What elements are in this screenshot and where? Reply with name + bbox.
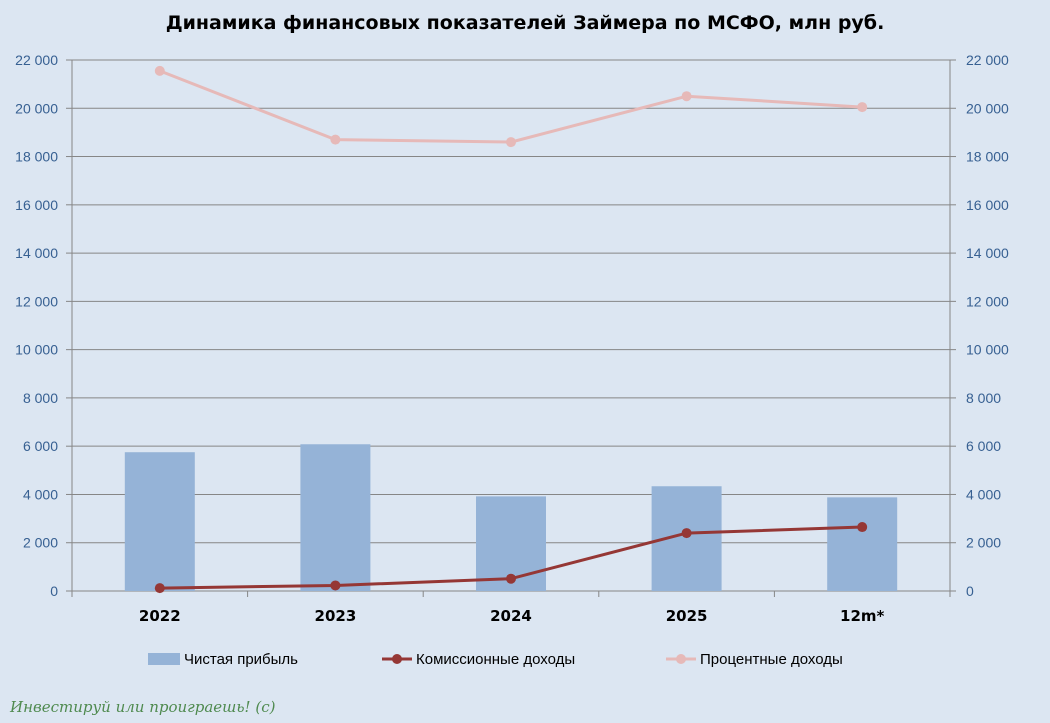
- line-point: [681, 528, 692, 539]
- legend-label: Процентные доходы: [700, 651, 843, 668]
- y-tick-label-right: 20 000: [966, 100, 1009, 116]
- chart-title: Динамика финансовых показателей Займера …: [166, 12, 885, 34]
- y-tick-label-left: 0: [50, 583, 58, 599]
- y-tick-label-left: 6 000: [23, 438, 58, 454]
- y-tick-label-right: 4 000: [966, 486, 1001, 502]
- y-tick-label-left: 22 000: [15, 52, 58, 68]
- y-tick-label-left: 16 000: [15, 197, 58, 213]
- line-point: [154, 65, 165, 76]
- line-point: [857, 522, 868, 533]
- y-tick-label-left: 8 000: [23, 390, 58, 406]
- x-tick-label: 2024: [490, 607, 532, 625]
- x-tick-label: 12m*: [840, 607, 885, 625]
- y-tick-label-right: 0: [966, 583, 974, 599]
- legend-label: Комиссионные доходы: [416, 651, 575, 668]
- y-axis-left: 0 2 000 4 000 6 000 8 000 10 000 12 000 14 000 1…: [15, 52, 58, 599]
- y-axis-right: 0 2 000 4 000 6 000 8 000 10 000 12 000 14 000 1…: [966, 52, 1009, 599]
- y-tick-label-right: 12 000: [966, 293, 1009, 309]
- series-line: [159, 69, 863, 144]
- legend-swatch-bar: [148, 653, 180, 665]
- y-tick-label-right: 18 000: [966, 149, 1009, 165]
- y-tick-label-left: 12 000: [15, 293, 58, 309]
- line-point: [506, 137, 516, 148]
- line-point: [330, 580, 341, 591]
- y-tick-label-right: 6 000: [966, 438, 1001, 454]
- legend-swatch-marker: [392, 654, 402, 664]
- y-tick-label-right: 22 000: [966, 52, 1009, 68]
- y-tick-label-right: 10 000: [966, 342, 1009, 358]
- legend: Чистая прибыль Комиссионные доходы Процент…: [148, 651, 843, 668]
- line-point: [154, 583, 165, 594]
- y-tick-label-right: 2 000: [966, 535, 1001, 551]
- y-tick-label-right: 16 000: [966, 197, 1009, 213]
- x-tick-label: 2022: [139, 607, 181, 625]
- bar-series: [124, 444, 898, 591]
- x-tick-label: 2023: [315, 607, 357, 625]
- y-tick-label-left: 2 000: [23, 535, 58, 551]
- x-axis: 2022 2023 2024 2025 12m*: [139, 607, 885, 625]
- y-tick-label-left: 10 000: [15, 342, 58, 358]
- legend-label: Чистая прибыль: [184, 651, 298, 668]
- y-tick-label-right: 14 000: [966, 245, 1009, 261]
- x-tick-label: 2025: [666, 607, 708, 625]
- y-tick-label-left: 18 000: [15, 149, 58, 165]
- y-tick-label-left: 4 000: [23, 486, 58, 502]
- bar: [300, 444, 371, 591]
- line-point: [330, 134, 341, 145]
- line-point: [681, 91, 692, 102]
- y-tick-label-left: 14 000: [15, 245, 58, 261]
- line-point: [857, 102, 868, 113]
- bar: [827, 497, 898, 591]
- grid-lines: [66, 59, 956, 597]
- line-point: [506, 573, 516, 584]
- y-tick-label-right: 8 000: [966, 390, 1001, 406]
- watermark-text: Инвестируй или проиграешь! (с): [9, 698, 276, 716]
- line-series: [154, 65, 868, 594]
- y-tick-label-left: 20 000: [15, 100, 58, 116]
- bar: [124, 452, 195, 591]
- legend-swatch-marker: [676, 654, 686, 664]
